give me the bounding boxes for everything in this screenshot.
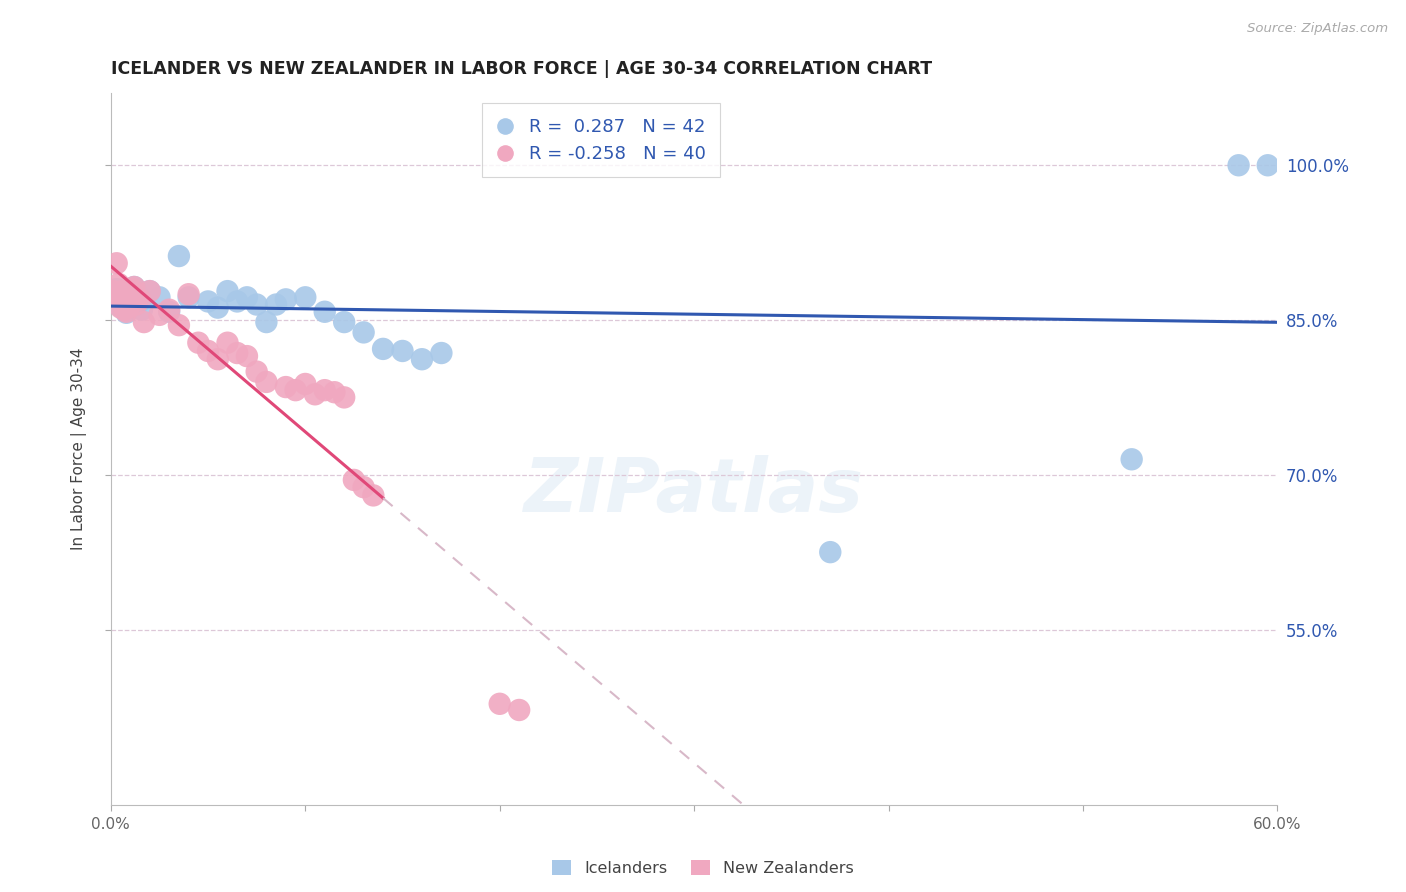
Point: [294, 290, 316, 304]
Point: [820, 545, 842, 559]
Point: [138, 284, 160, 298]
Point: [125, 297, 148, 311]
Point: [353, 480, 375, 494]
Point: [284, 383, 307, 397]
Point: [138, 284, 160, 298]
Point: [105, 256, 128, 270]
Point: [110, 301, 132, 315]
Point: [132, 315, 155, 329]
Point: [114, 302, 136, 317]
Point: [122, 280, 145, 294]
Point: [226, 294, 249, 309]
Point: [236, 349, 259, 363]
Point: [323, 385, 346, 400]
Point: [371, 342, 394, 356]
Point: [430, 346, 453, 360]
Point: [304, 387, 326, 401]
Point: [115, 305, 138, 319]
Point: [148, 290, 170, 304]
Point: [177, 290, 200, 304]
Point: [274, 380, 297, 394]
Point: [167, 318, 190, 333]
Point: [117, 293, 139, 307]
Point: [207, 352, 229, 367]
Point: [264, 297, 287, 311]
Point: [217, 284, 239, 298]
Point: [197, 294, 219, 309]
Point: [333, 315, 356, 329]
Point: [107, 277, 129, 291]
Point: [105, 282, 128, 296]
Point: [122, 280, 145, 294]
Point: [121, 282, 143, 296]
Point: [129, 294, 152, 309]
Point: [104, 287, 127, 301]
Point: [127, 287, 149, 301]
Text: ICELANDER VS NEW ZEALANDER IN LABOR FORCE | AGE 30-34 CORRELATION CHART: ICELANDER VS NEW ZEALANDER IN LABOR FORC…: [111, 60, 932, 78]
Legend: Icelanders, New Zealanders: Icelanders, New Zealanders: [544, 853, 862, 884]
Point: [101, 284, 124, 298]
Point: [333, 391, 356, 405]
Point: [226, 346, 249, 360]
Point: [148, 308, 170, 322]
Point: [197, 343, 219, 358]
Point: [508, 703, 530, 717]
Point: [120, 284, 142, 298]
Point: [274, 293, 297, 307]
Point: [115, 306, 138, 320]
Point: [343, 473, 366, 487]
Point: [114, 293, 136, 307]
Point: [120, 297, 142, 311]
Point: [125, 297, 148, 311]
Point: [246, 365, 269, 379]
Point: [294, 376, 316, 391]
Point: [157, 302, 180, 317]
Y-axis label: In Labor Force | Age 30-34: In Labor Force | Age 30-34: [72, 348, 87, 550]
Point: [111, 284, 134, 298]
Point: [207, 301, 229, 315]
Text: ZIPatlas: ZIPatlas: [524, 455, 865, 528]
Point: [217, 335, 239, 350]
Point: [129, 293, 152, 307]
Point: [107, 294, 129, 309]
Point: [1227, 158, 1250, 172]
Legend: R =  0.287   N = 42, R = -0.258   N = 40: R = 0.287 N = 42, R = -0.258 N = 40: [482, 103, 720, 178]
Point: [104, 289, 127, 303]
Point: [111, 285, 134, 300]
Point: [1121, 452, 1143, 467]
Point: [314, 383, 336, 397]
Point: [101, 284, 124, 298]
Point: [131, 302, 153, 317]
Point: [236, 290, 259, 304]
Point: [254, 315, 277, 329]
Point: [488, 697, 510, 711]
Point: [157, 305, 180, 319]
Point: [167, 249, 190, 263]
Point: [177, 287, 200, 301]
Text: Source: ZipAtlas.com: Source: ZipAtlas.com: [1247, 22, 1388, 36]
Point: [110, 300, 132, 314]
Point: [353, 326, 375, 340]
Point: [1257, 158, 1279, 172]
Point: [314, 305, 336, 319]
Point: [254, 375, 277, 389]
Point: [121, 282, 143, 296]
Point: [187, 335, 209, 350]
Point: [246, 297, 269, 311]
Point: [411, 352, 433, 367]
Point: [117, 301, 139, 315]
Point: [363, 488, 385, 502]
Point: [391, 343, 413, 358]
